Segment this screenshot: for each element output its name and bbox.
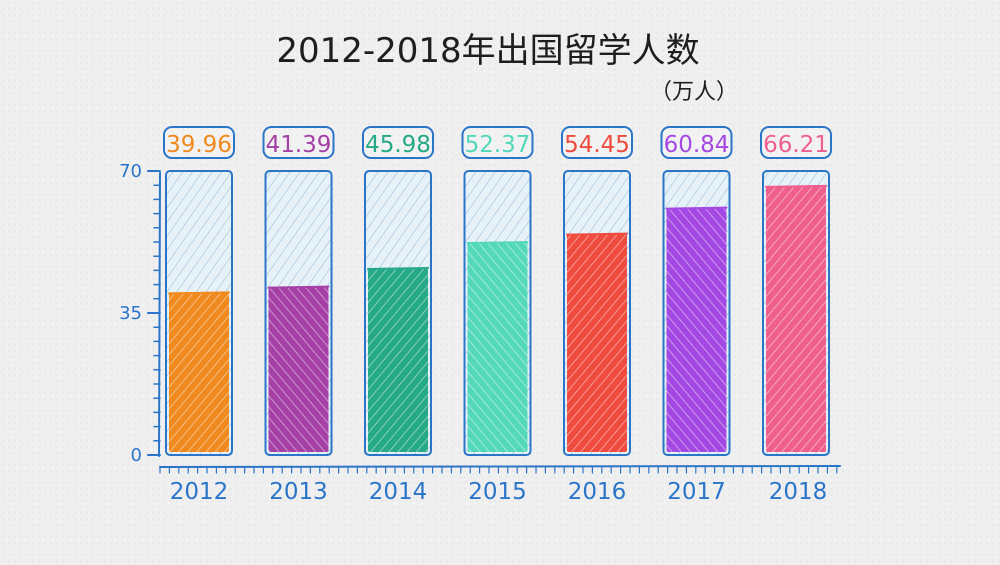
x-tick-label: 2018: [769, 479, 828, 505]
bar: [766, 186, 826, 452]
y-axis-line: [158, 172, 161, 457]
category-label-group: 2012 2013 2014 2015 2016 2017 2018: [170, 479, 828, 505]
value-label-box: [262, 126, 335, 159]
y-tick-label: 35: [119, 303, 142, 324]
x-tick-label: 2012: [170, 479, 229, 505]
value-label: 52.37: [465, 132, 531, 158]
value-label: 39.96: [166, 132, 232, 158]
value-label: 66.21: [763, 132, 829, 158]
bar-top-edge: [665, 206, 728, 210]
value-label-box: [561, 126, 633, 159]
bar: [666, 208, 727, 452]
value-label-group: 39.96 41.39 45.98 52.37 54.45 60.84 66.21: [163, 126, 832, 159]
x-tick-label: 2016: [568, 479, 627, 505]
bar-group: [165, 170, 830, 456]
value-label: 45.98: [365, 132, 431, 158]
bar-top-edge: [168, 291, 230, 295]
bar: [368, 268, 428, 452]
bar: [567, 234, 627, 452]
bar: [268, 287, 329, 452]
unit-label: （万人）: [650, 80, 738, 105]
value-label: 54.45: [564, 132, 630, 158]
value-label-box: [660, 126, 733, 159]
value-label-box: [461, 126, 534, 159]
bar-top-edge: [267, 285, 330, 289]
x-axis: [159, 465, 841, 474]
x-tick-label: 2013: [269, 479, 328, 505]
bar-top-edge: [367, 266, 429, 270]
y-tick-label: 0: [131, 445, 142, 466]
value-label: 60.84: [664, 132, 730, 158]
value-label-box: [362, 126, 434, 159]
bar: [169, 292, 229, 452]
value-label-box: [760, 126, 832, 159]
value-label: 41.39: [266, 132, 332, 158]
bar-top-edge: [765, 184, 827, 188]
x-axis-line: [159, 465, 841, 468]
x-tick-label: 2015: [468, 479, 527, 505]
value-label-box: [163, 126, 235, 159]
y-axis: 0 35 70: [119, 161, 161, 466]
x-tick-label: 2017: [667, 479, 726, 505]
bar: [467, 242, 528, 452]
bar-top-edge: [566, 232, 628, 236]
bar-top-edge: [466, 241, 529, 245]
chart-title: 2012-2018年出国留学人数: [276, 31, 699, 71]
x-tick-label: 2014: [369, 479, 428, 505]
y-tick-label: 70: [119, 161, 142, 182]
